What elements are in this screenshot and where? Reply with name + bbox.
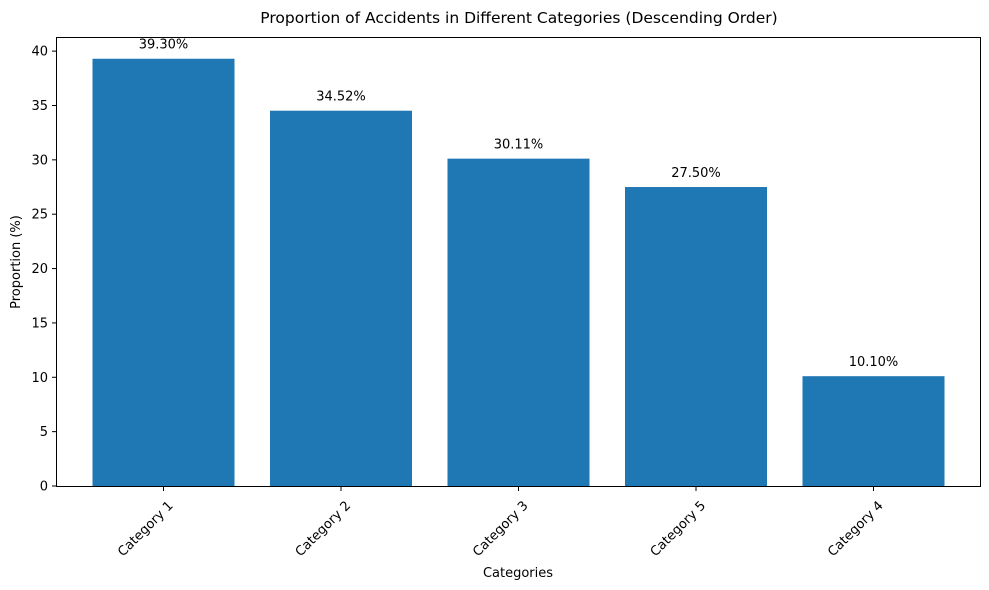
- x-tick-label: Category 5: [648, 498, 709, 559]
- x-tick-label: Category 3: [470, 498, 531, 559]
- y-axis-ticks: 0 5 10 15 20 25 30 35 40: [31, 45, 57, 495]
- bar-category-1: [92, 58, 235, 486]
- data-label: 39.30%: [139, 38, 189, 53]
- x-tick-label: Category 4: [825, 498, 886, 559]
- y-axis-label: Proportion (%): [9, 215, 24, 309]
- y-tick-label: 30: [31, 153, 48, 168]
- axes-frame: [56, 37, 981, 487]
- y-tick-label: 5: [40, 425, 48, 440]
- chart-title: Proportion of Accidents in Different Cat…: [260, 9, 777, 27]
- y-tick-label: 40: [31, 45, 48, 60]
- y-tick-label: 10: [31, 371, 48, 386]
- x-tick-label: Category 2: [293, 498, 354, 559]
- data-label: 34.52%: [316, 90, 366, 105]
- x-axis-ticks: Category 1 Category 2 Category 3 Category 5…: [115, 486, 887, 560]
- bar-category-3: [447, 158, 590, 486]
- data-label: 30.11%: [494, 138, 544, 153]
- y-tick-label: 0: [40, 480, 48, 495]
- x-axis-label: Categories: [483, 566, 553, 581]
- bar-category-2: [270, 110, 412, 486]
- y-tick-label: 15: [31, 316, 48, 331]
- y-tick-label: 20: [31, 262, 48, 277]
- data-labels-group: 39.30% 34.52% 30.11% 27.50% 10.10%: [139, 38, 899, 370]
- data-label: 27.50%: [671, 166, 721, 181]
- bar-category-5: [625, 187, 767, 486]
- bars-group: [92, 58, 945, 486]
- y-tick-label: 35: [31, 99, 48, 114]
- y-tick-label: 25: [31, 208, 48, 223]
- bar-category-4: [802, 376, 945, 486]
- x-tick-label: Category 1: [115, 498, 176, 559]
- data-label: 10.10%: [849, 355, 899, 370]
